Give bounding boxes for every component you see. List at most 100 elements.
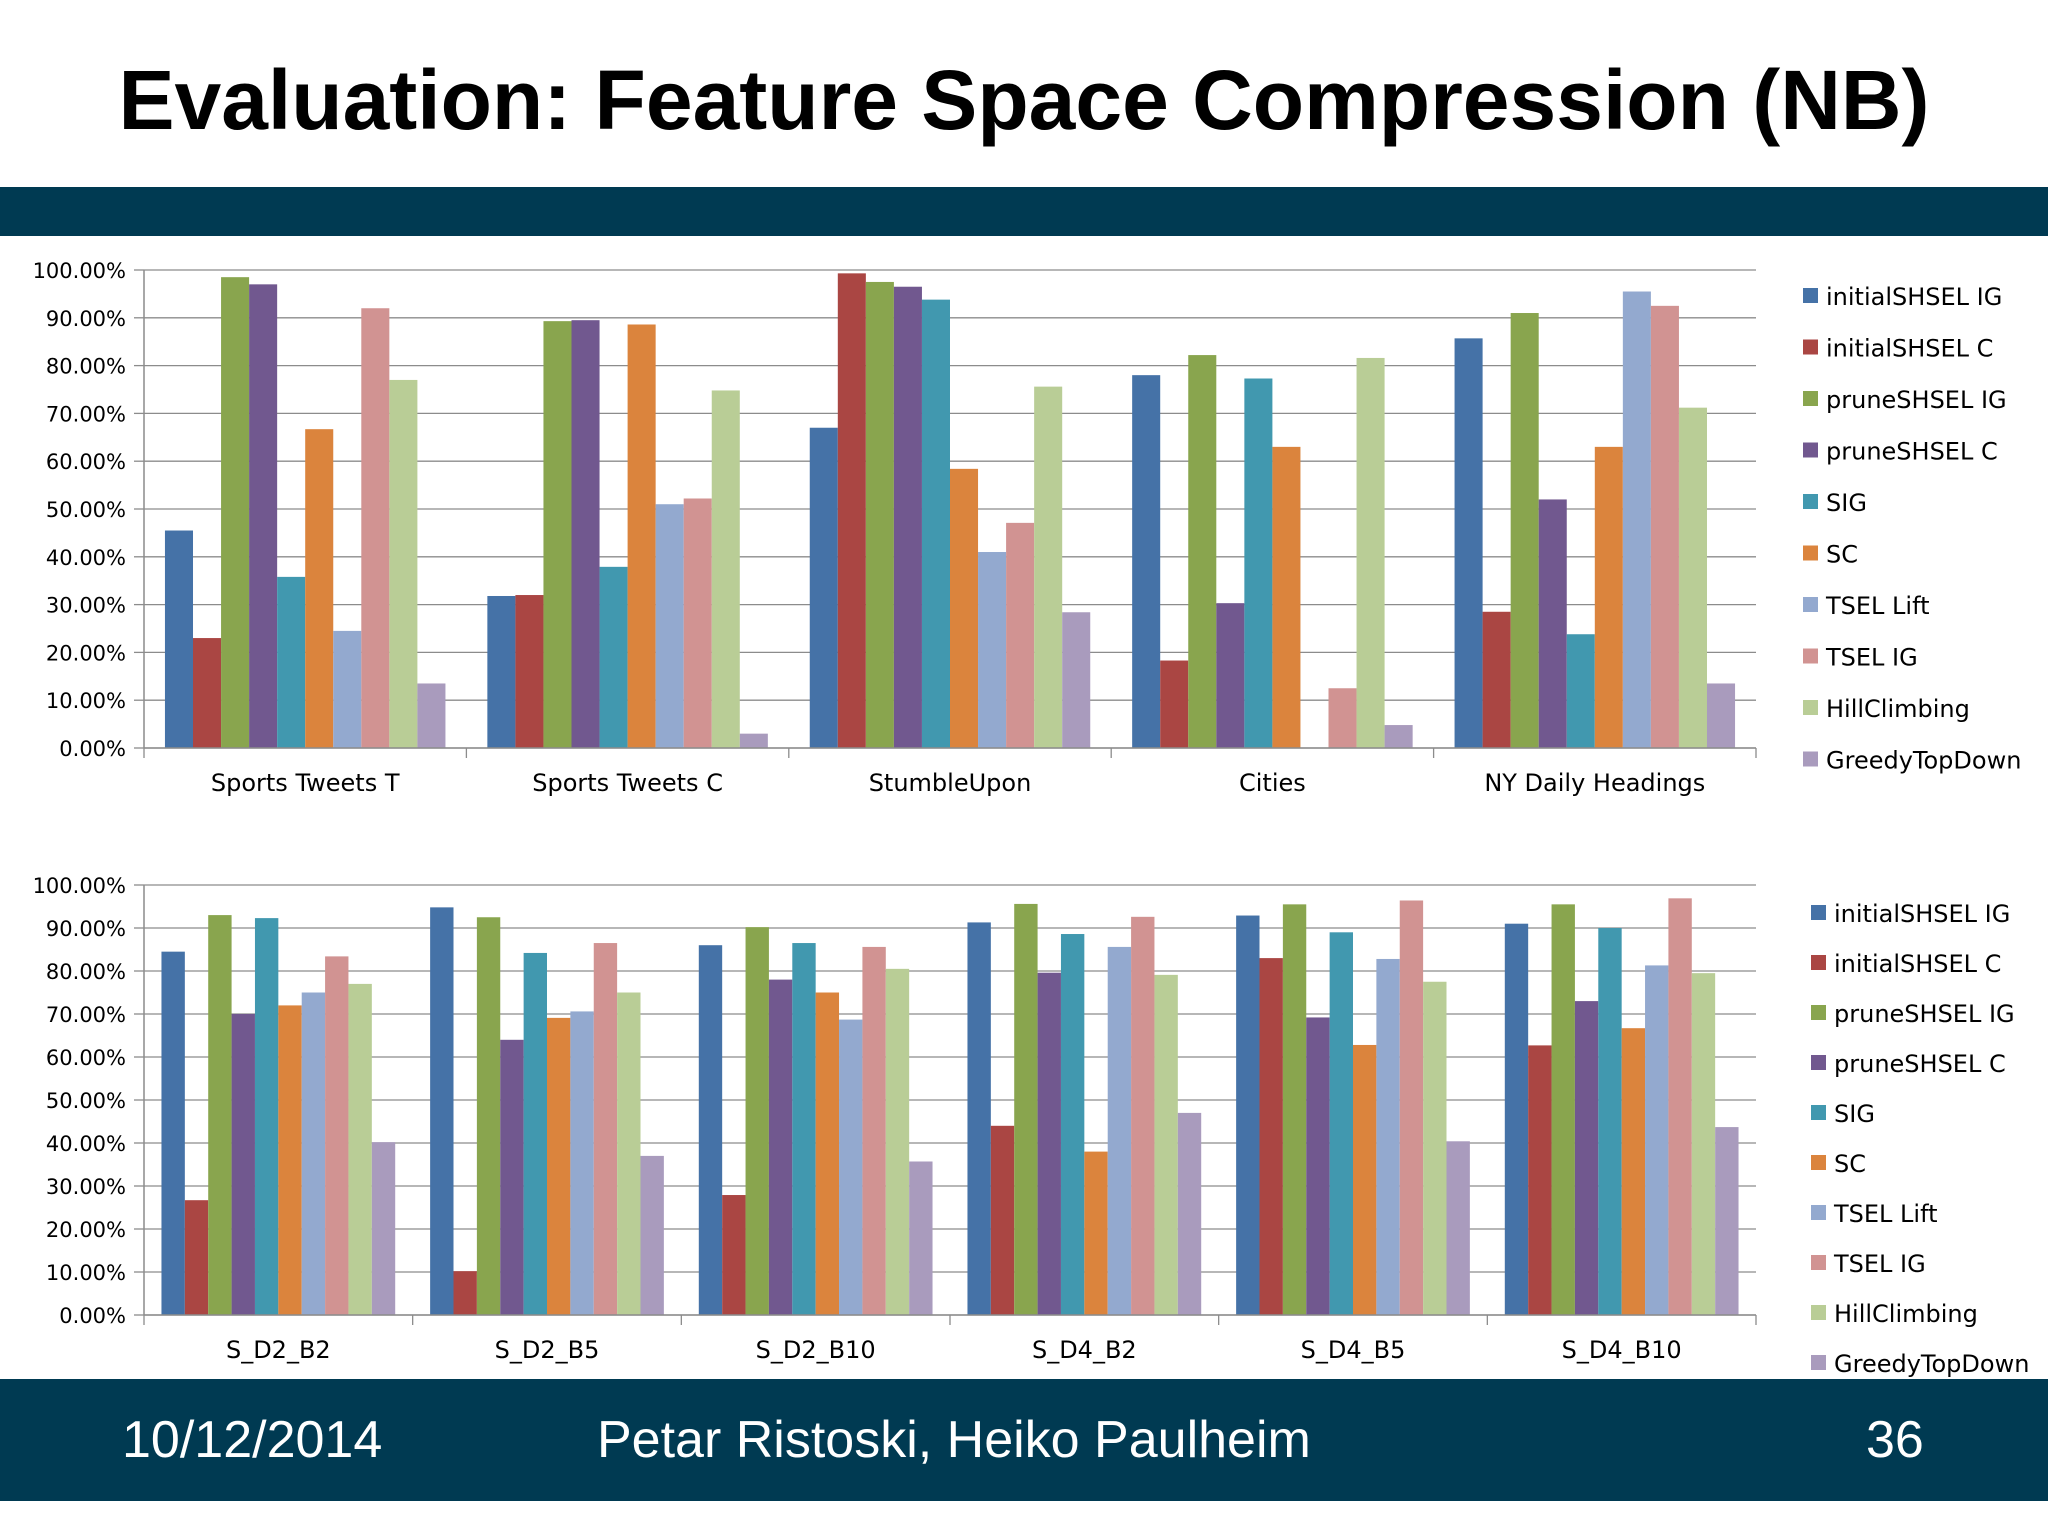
bar-initialshsel-c-s-d4-b5 [1259,958,1283,1315]
bar-initialshsel-ig-sports-tweets-c [487,595,516,748]
bar-tsel-lift-sports-tweets-t [333,630,362,748]
bar-pruneshsel-c-s-d2-b5 [500,1039,524,1315]
legend-swatch [1803,700,1818,715]
bar-pruneshsel-c-sports-tweets-t [249,284,278,748]
legend-swatch [1811,1355,1826,1370]
bar-tsel-ig-sports-tweets-t [361,308,390,748]
bar-greedytopdown-ny-daily-headings [1706,683,1736,748]
x-category-label: S_D4_B2 [1032,1336,1137,1364]
x-category-label: S_D2_B5 [495,1336,600,1364]
legend-label: GreedyTopDown [1826,747,2021,775]
bar-tsel-ig-cities [1328,688,1357,748]
legend-swatch [1803,494,1818,509]
x-category-label: StumbleUpon [869,769,1032,797]
bar-tsel-ig-ny-daily-headings [1650,305,1679,748]
legend-swatch [1811,1055,1826,1070]
bar-sc-s-d2-b2 [278,1005,302,1315]
bar-tsel-lift-stumbleupon [978,552,1007,748]
legend-swatch [1803,339,1818,355]
y-tick-label: 60.00% [46,1046,126,1070]
bar-sig-s-d4-b10 [1598,928,1622,1315]
legend-swatch [1811,1155,1826,1170]
bar-hillclimbing-s-d2-b5 [617,992,641,1315]
bar-initialshsel-c-sports-tweets-c [515,595,544,748]
bar-greedytopdown-s-d2-b2 [371,1142,396,1315]
x-category-label: Sports Tweets T [211,769,400,797]
bar-initialshsel-c-s-d2-b2 [184,1200,209,1315]
bar-tsel-lift-s-d4-b5 [1376,958,1400,1315]
y-tick-label: 40.00% [46,1132,126,1156]
y-tick-label: 0.00% [59,737,126,761]
bar-greedytopdown-s-d2-b10 [909,1161,933,1315]
top-bar-chart: 0.00% 10.00% 20.00% 30.00% 40.00% 50.00% 60.00… [33,259,2022,797]
x-category-label: S_D2_B2 [226,1336,331,1364]
bar-initialshsel-ig-s-d2-b5 [430,907,454,1315]
bar-greedytopdown-stumbleupon [1062,612,1091,748]
bar-pruneshsel-ig-ny-daily-headings [1510,313,1539,748]
x-category-label: Sports Tweets C [532,769,723,797]
y-tick-label: 100.00% [33,874,126,898]
bar-sc-ny-daily-headings [1594,446,1623,748]
legend-swatch [1803,545,1818,561]
bar-tsel-ig-s-d4-b2 [1131,916,1155,1315]
bar-pruneshsel-ig-sports-tweets-t [221,277,250,748]
bar-sig-sports-tweets-c [599,566,628,748]
bar-pruneshsel-c-s-d4-b2 [1037,972,1061,1315]
y-tick-label: 30.00% [46,594,126,618]
bar-initialshsel-ig-ny-daily-headings [1454,338,1483,748]
y-tick-label: 10.00% [46,689,126,713]
bar-sc-s-d4-b5 [1353,1044,1377,1315]
legend-swatch [1803,442,1818,458]
legend-swatch [1811,955,1826,970]
bar-tsel-ig-s-d2-b10 [862,946,886,1315]
legend-label: SC [1826,541,1858,569]
bar-tsel-ig-s-d4-b10 [1668,898,1692,1315]
bar-pruneshsel-c-sports-tweets-c [571,320,600,748]
bar-sig-s-d4-b5 [1329,932,1353,1315]
legend-label: TSEL IG [1833,1250,1926,1278]
y-tick-label: 40.00% [46,546,126,570]
bar-initialshsel-c-s-d4-b2 [990,1125,1015,1315]
bar-greedytopdown-sports-tweets-c [739,733,768,748]
footer-band: 10/12/2014 Petar Ristoski, Heiko Paulhei… [0,1379,2048,1501]
legend-label: TSEL IG [1825,644,1918,672]
bar-initialshsel-ig-s-d2-b2 [161,951,185,1315]
bar-sc-s-d4-b2 [1084,1151,1108,1315]
bar-pruneshsel-c-ny-daily-headings [1538,499,1567,748]
page-number: 36 [1866,1411,1924,1469]
bar-initialshsel-c-ny-daily-headings [1482,611,1511,748]
y-tick-label: 80.00% [46,960,126,984]
legend-swatch [1811,905,1826,920]
legend-label: pruneSHSEL C [1826,438,1998,466]
bar-tsel-ig-s-d2-b5 [593,943,618,1315]
x-category-label: S_D4_B10 [1562,1336,1682,1364]
bar-hillclimbing-s-d2-b2 [348,983,372,1315]
x-category-label: NY Daily Headings [1484,769,1705,797]
legend-label: GreedyTopDown [1834,1350,2029,1378]
bottom-bar-chart: 0.00% 10.00% 20.00% 30.00% 40.00% 50.00% 60.00… [33,874,2030,1378]
bar-sig-s-d2-b2 [254,918,279,1315]
legend-swatch [1803,648,1818,664]
y-tick-label: 10.00% [46,1261,126,1285]
legend-label: TSEL Lift [1825,592,1930,620]
bar-sig-s-d4-b2 [1060,934,1085,1315]
bar-hillclimbing-sports-tweets-c [711,390,740,748]
bar-initialshsel-c-sports-tweets-t [193,638,222,748]
legend-swatch [1803,597,1818,612]
y-tick-label: 50.00% [46,1089,126,1113]
y-tick-label: 0.00% [59,1304,126,1328]
bar-sig-s-d2-b10 [792,943,816,1315]
bar-greedytopdown-s-d4-b2 [1177,1112,1202,1315]
legend-swatch [1811,1105,1826,1120]
footer-date: 10/12/2014 [122,1411,383,1469]
bar-hillclimbing-s-d2-b10 [885,968,910,1315]
bar-sig-stumbleupon [921,299,950,748]
footer-authors: Petar Ristoski, Heiko Paulheim [597,1411,1311,1469]
bar-tsel-lift-ny-daily-headings [1622,291,1651,748]
bar-pruneshsel-ig-s-d4-b2 [1014,903,1038,1315]
y-tick-label: 30.00% [46,1175,126,1199]
legend-swatch [1811,1255,1826,1270]
bar-hillclimbing-stumbleupon [1034,386,1063,748]
legend-swatch [1803,751,1818,767]
bar-pruneshsel-ig-s-d2-b5 [476,917,501,1315]
